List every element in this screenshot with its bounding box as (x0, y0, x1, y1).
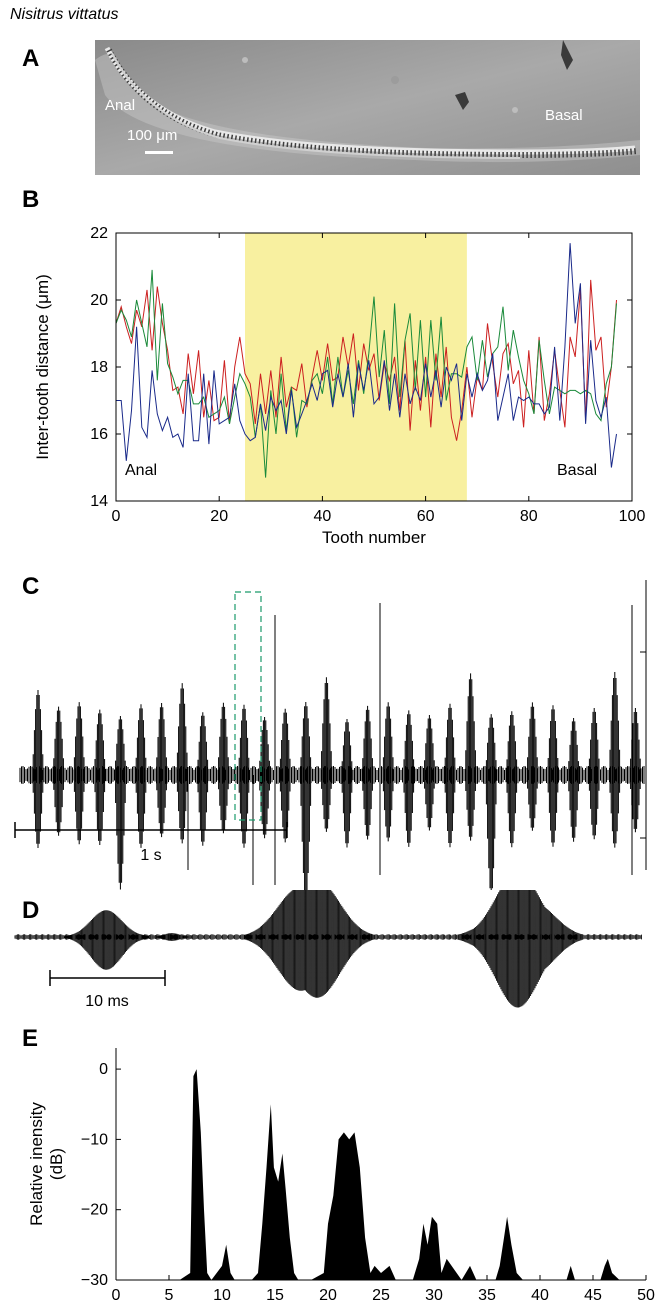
micrograph-image: Anal Basal 100 μm (95, 40, 640, 175)
burst-trace (14, 890, 642, 1008)
scale-label-micrograph: 100 μm (127, 127, 177, 144)
y-axis-label-unit: (dB) (47, 1148, 66, 1180)
scale-label-d: 10 ms (85, 993, 129, 1010)
x-tick-label: 60 (417, 508, 435, 525)
x-tick-label: 30 (425, 1287, 443, 1300)
waveform (14, 890, 642, 1008)
scale-label-c: 1 s (140, 847, 161, 864)
x-tick-label: 40 (531, 1287, 549, 1300)
y-tick-label: 22 (90, 225, 108, 242)
x-tick-label: 5 (165, 1287, 174, 1300)
waveform (19, 603, 645, 890)
anal-label: Anal (105, 97, 135, 114)
oscillogram-c: 1 s (14, 580, 647, 890)
selection-box (234, 591, 262, 821)
panel-d-label: D (22, 897, 40, 924)
y-axis-label: Relative inensity (27, 1102, 46, 1226)
x-tick-label: 45 (584, 1287, 602, 1300)
x-tick-label: 25 (372, 1287, 390, 1300)
x-tick-label: 10 (213, 1287, 231, 1300)
x-tick-label: 40 (314, 508, 332, 525)
species-title: Nisitrus vittatus (10, 6, 119, 23)
y-tick-label: −10 (81, 1131, 108, 1148)
x-tick-label: 20 (319, 1287, 337, 1300)
x-tick-label: 50 (637, 1287, 655, 1300)
x-tick-label: 15 (266, 1287, 284, 1300)
panel-e-label: E (22, 1025, 39, 1052)
panel-a-label: A (22, 45, 40, 72)
panel-c-label: C (22, 573, 40, 600)
spectrum-area (179, 1069, 620, 1280)
y-tick-label: −30 (81, 1272, 108, 1289)
chart-e: 051015202530354045500−10−20−30Frequency … (27, 1048, 655, 1300)
oscillogram-d: 10 ms (14, 890, 642, 1010)
panel-b-label: B (22, 186, 40, 213)
x-tick-label: 20 (210, 508, 228, 525)
series-line-3 (116, 243, 617, 468)
y-tick-label: 0 (99, 1061, 108, 1078)
x-tick-label: 35 (478, 1287, 496, 1300)
y-tick-label: 20 (90, 292, 108, 309)
x-tick-label: 0 (112, 508, 121, 525)
pulse-trace (19, 672, 645, 890)
chart-b: 0 20 40 60 80 100 14 16 18 20 22 Tooth number Inter-… (33, 225, 646, 547)
y-tick-label: −20 (81, 1202, 108, 1219)
x-tick-label: 0 (112, 1287, 121, 1300)
y-tick-label: 14 (90, 493, 108, 510)
x-axis-label: Tooth number (322, 528, 426, 547)
annotation-basal: Basal (557, 462, 597, 479)
annotation-anal: Anal (125, 462, 157, 479)
basal-label: Basal (545, 107, 583, 124)
x-tick-label: 100 (619, 508, 646, 525)
x-tick-label: 80 (520, 508, 538, 525)
y-tick-label: 18 (90, 359, 108, 376)
y-tick-label: 16 (90, 426, 108, 443)
y-axis-label: Inter-tooth distance (μm) (33, 274, 52, 460)
